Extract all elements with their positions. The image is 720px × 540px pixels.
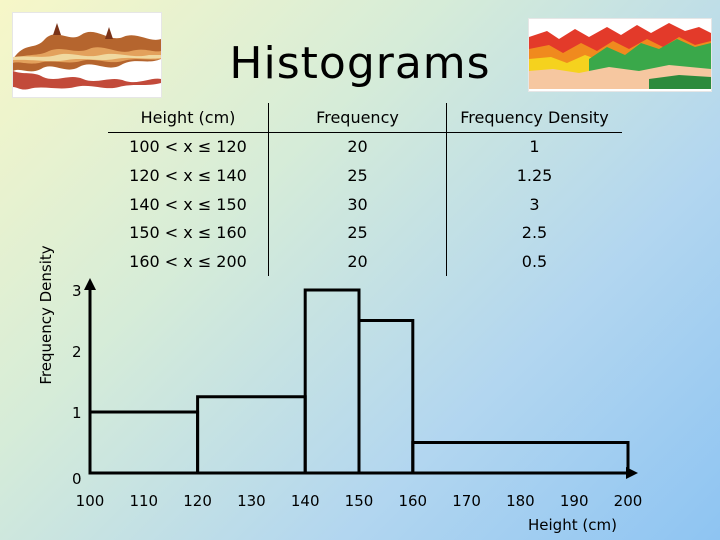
histogram-bar-3 <box>303 288 361 475</box>
cell-interval: 100 < x ≤ 120 <box>108 132 269 162</box>
table-row: 140 < x ≤ 150 30 3 <box>108 189 622 219</box>
cell-frequency: 30 <box>268 189 447 219</box>
y-tick-label: 3 <box>72 282 82 300</box>
cell-density: 2.5 <box>521 223 548 243</box>
x-axis-arrow <box>626 467 638 479</box>
y-tick-label: 2 <box>72 343 82 361</box>
x-axis-label: Height (cm) <box>528 516 617 534</box>
cell-density: 1.25 <box>516 165 553 185</box>
header-height: Height (cm) <box>108 103 269 133</box>
x-tick-label: 200 <box>614 492 643 510</box>
x-tick-label: 140 <box>291 492 320 510</box>
cell-interval: 120 < x ≤ 140 <box>108 161 269 190</box>
cell-interval: 150 < x ≤ 160 <box>108 218 269 247</box>
x-tick-label: 190 <box>560 492 589 510</box>
header-frequency-density: Frequency Density <box>446 103 622 133</box>
x-tick-label: 110 <box>129 492 158 510</box>
table-row: 160 < x ≤ 200 20 0.5 <box>108 246 622 276</box>
cell-interval: 140 < x ≤ 150 <box>108 189 269 219</box>
x-tick-label: 180 <box>506 492 535 510</box>
x-tick-label: 160 <box>398 492 427 510</box>
cell-frequency: 20 <box>268 132 447 162</box>
histogram-bar-1 <box>88 410 200 475</box>
table-row: 100 < x ≤ 120 20 1 <box>108 132 622 162</box>
x-tick-label: 170 <box>452 492 481 510</box>
histogram-bar-2 <box>196 395 307 475</box>
x-tick-label: 130 <box>237 492 266 510</box>
x-tick-label: 150 <box>345 492 374 510</box>
histogram-bar-5 <box>411 441 630 475</box>
table-row: 150 < x ≤ 160 25 2.5 <box>108 218 622 247</box>
table-row: 120 < x ≤ 140 25 1.25 <box>108 161 622 190</box>
x-tick-label: 100 <box>76 492 105 510</box>
cell-density: 3 <box>529 194 540 214</box>
x-tick-label: 120 <box>183 492 212 510</box>
y-axis-arrow <box>84 278 96 290</box>
header-frequency: Frequency <box>268 103 447 133</box>
y-tick-label: 1 <box>72 404 82 422</box>
cell-frequency: 25 <box>268 161 447 190</box>
frequency-table: Height (cm) Frequency Frequency Density … <box>108 103 622 276</box>
histogram-bar-4 <box>357 319 415 475</box>
slide-title: Histograms <box>229 38 491 89</box>
cell-frequency: 25 <box>268 218 447 247</box>
streamgraph-thumbnail <box>12 12 162 98</box>
colored-areas-thumbnail <box>528 18 712 92</box>
cell-frequency: 20 <box>268 246 447 276</box>
y-tick-label: 0 <box>72 470 82 488</box>
cell-interval: 160 < x ≤ 200 <box>108 246 269 276</box>
cell-density: 0.5 <box>521 251 548 271</box>
table-header-row: Height (cm) Frequency Frequency Density <box>108 103 622 133</box>
y-axis-label: Frequency Density <box>37 245 55 385</box>
cell-density: 1 <box>529 137 540 157</box>
